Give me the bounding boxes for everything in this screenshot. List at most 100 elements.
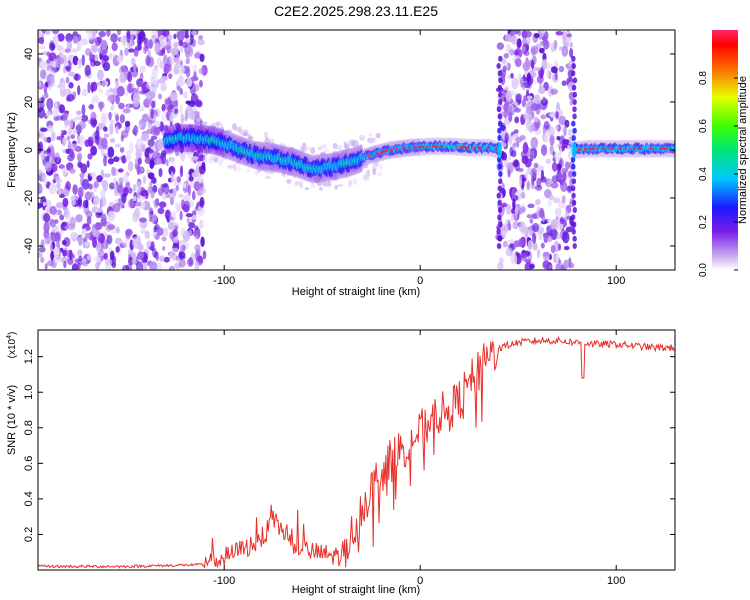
spectrogram-cell bbox=[144, 148, 150, 159]
spectrogram-cell bbox=[170, 222, 179, 227]
spectrogram-cell bbox=[378, 164, 383, 171]
spectrogram-cell bbox=[38, 107, 46, 119]
spectrogram-cell bbox=[310, 182, 315, 189]
y-tick-label: 0 bbox=[23, 147, 35, 153]
spectrogram-cell bbox=[46, 136, 52, 143]
spectrogram-cell bbox=[50, 76, 56, 87]
spectrogram-cell bbox=[498, 178, 503, 185]
spectrogram-cell bbox=[62, 167, 68, 176]
spectrogram-cell bbox=[530, 150, 535, 160]
spectrogram-cell bbox=[510, 35, 518, 45]
spectrogram-cell bbox=[496, 262, 504, 270]
spectrogram-cell bbox=[505, 247, 514, 257]
spectrogram-cell bbox=[566, 33, 572, 38]
spectrogram-cell bbox=[362, 173, 367, 181]
spectrogram-cell bbox=[571, 163, 576, 170]
spectrogram-cell bbox=[540, 114, 547, 120]
spectrogram-cell bbox=[137, 251, 145, 261]
spectrogram-cell bbox=[56, 57, 65, 65]
spectrogram-cell bbox=[96, 81, 102, 87]
spectrogram-cell bbox=[572, 106, 577, 113]
spectrogram-cell bbox=[139, 143, 146, 151]
spectrogram-cell bbox=[561, 45, 569, 57]
spectrogram-cell bbox=[52, 179, 56, 184]
spectrogram-cell bbox=[513, 107, 522, 113]
spectrogram-cell bbox=[40, 96, 45, 103]
spectrogram-cell bbox=[562, 171, 567, 182]
spectrogram-cell bbox=[507, 222, 512, 232]
spectrogram-cell bbox=[286, 179, 292, 184]
spectrogram-cell bbox=[202, 250, 207, 260]
spectrogram-cell bbox=[368, 132, 372, 137]
spectrogram-cell bbox=[320, 144, 326, 149]
spectrogram-cell bbox=[50, 232, 59, 242]
spectrogram-cell bbox=[156, 138, 165, 151]
spectrogram-cell bbox=[97, 250, 105, 257]
spectrogram-cell bbox=[572, 91, 578, 98]
spectrogram-cell bbox=[192, 190, 196, 201]
spectrogram-cell bbox=[538, 86, 546, 95]
spectrogram-cell bbox=[57, 33, 65, 42]
spectrogram-cell bbox=[504, 132, 509, 144]
spectrogram-cell bbox=[545, 177, 553, 188]
spectrogram-cell bbox=[66, 135, 70, 141]
spectrogram-cell bbox=[176, 256, 180, 265]
colorbar-tick-label: 0.4 bbox=[698, 167, 709, 181]
spectrogram-cell bbox=[533, 162, 539, 168]
spectrogram-cell bbox=[179, 210, 183, 221]
spectrogram-cell bbox=[114, 198, 119, 205]
spectrogram-cell bbox=[550, 113, 554, 118]
spectrogram-cell bbox=[178, 259, 186, 268]
spectrogram-cell bbox=[178, 64, 185, 75]
spectrogram-cell bbox=[68, 82, 74, 89]
spectrogram-cell bbox=[132, 195, 137, 202]
spectrogram-cell bbox=[185, 100, 192, 105]
spectrogram-cell bbox=[193, 230, 199, 237]
spectrogram-cell bbox=[531, 213, 538, 219]
spectrogram-cell bbox=[550, 245, 556, 254]
spectrogram-cell bbox=[154, 157, 162, 165]
spectrogram-cell bbox=[526, 180, 531, 191]
spectrogram-cell bbox=[159, 60, 165, 70]
spectrogram-cell bbox=[40, 127, 48, 132]
spectrogram-cell bbox=[167, 216, 174, 221]
spectrogram-cell bbox=[513, 240, 521, 248]
spectrogram-cell bbox=[199, 219, 204, 230]
spectrogram-cell bbox=[550, 182, 559, 189]
spectrogram-cell bbox=[39, 133, 45, 140]
spectrogram-cell bbox=[77, 249, 83, 257]
spectrogram-cell bbox=[536, 249, 541, 258]
spectrogram-cell bbox=[512, 142, 520, 147]
spectrogram-cell bbox=[558, 65, 565, 73]
spectrogram-cell bbox=[64, 65, 71, 71]
spectrogram-cell bbox=[55, 176, 61, 182]
spectrogram-cell bbox=[263, 131, 269, 139]
spectrogram-cell bbox=[92, 236, 98, 249]
spectrogram-cell bbox=[156, 227, 164, 236]
spectrogram-cell bbox=[184, 109, 189, 121]
spectrogram-cell bbox=[498, 120, 503, 127]
spectrogram-cell bbox=[78, 255, 83, 262]
spectrogram-cell bbox=[85, 210, 93, 219]
spectrogram-cell bbox=[122, 239, 131, 248]
spectrogram-cell bbox=[68, 71, 76, 77]
y-tick-label: 1.2 bbox=[23, 349, 35, 364]
spectrogram-cell bbox=[38, 60, 47, 69]
spectrogram-cell bbox=[510, 72, 514, 79]
spectrogram-cell bbox=[69, 168, 76, 174]
spectrogram-cell bbox=[519, 203, 526, 216]
spectrogram-cell bbox=[38, 36, 45, 45]
spectrogram-cell bbox=[571, 221, 577, 228]
spectrogram-cell bbox=[352, 177, 357, 186]
spectrogram-cell bbox=[530, 137, 539, 150]
spectrogram-cell bbox=[147, 185, 152, 195]
spectrogram-cell bbox=[155, 197, 160, 207]
spectrogram-cell bbox=[109, 123, 114, 135]
spectrogram-cell bbox=[95, 241, 102, 252]
spectrogram-cell bbox=[496, 156, 502, 163]
spectrogram-cell bbox=[46, 97, 54, 110]
spectrogram-cell bbox=[504, 34, 512, 42]
spectrogram-cell bbox=[80, 163, 88, 174]
spectrogram-cell bbox=[144, 230, 151, 240]
spectrogram-cell bbox=[65, 32, 73, 43]
